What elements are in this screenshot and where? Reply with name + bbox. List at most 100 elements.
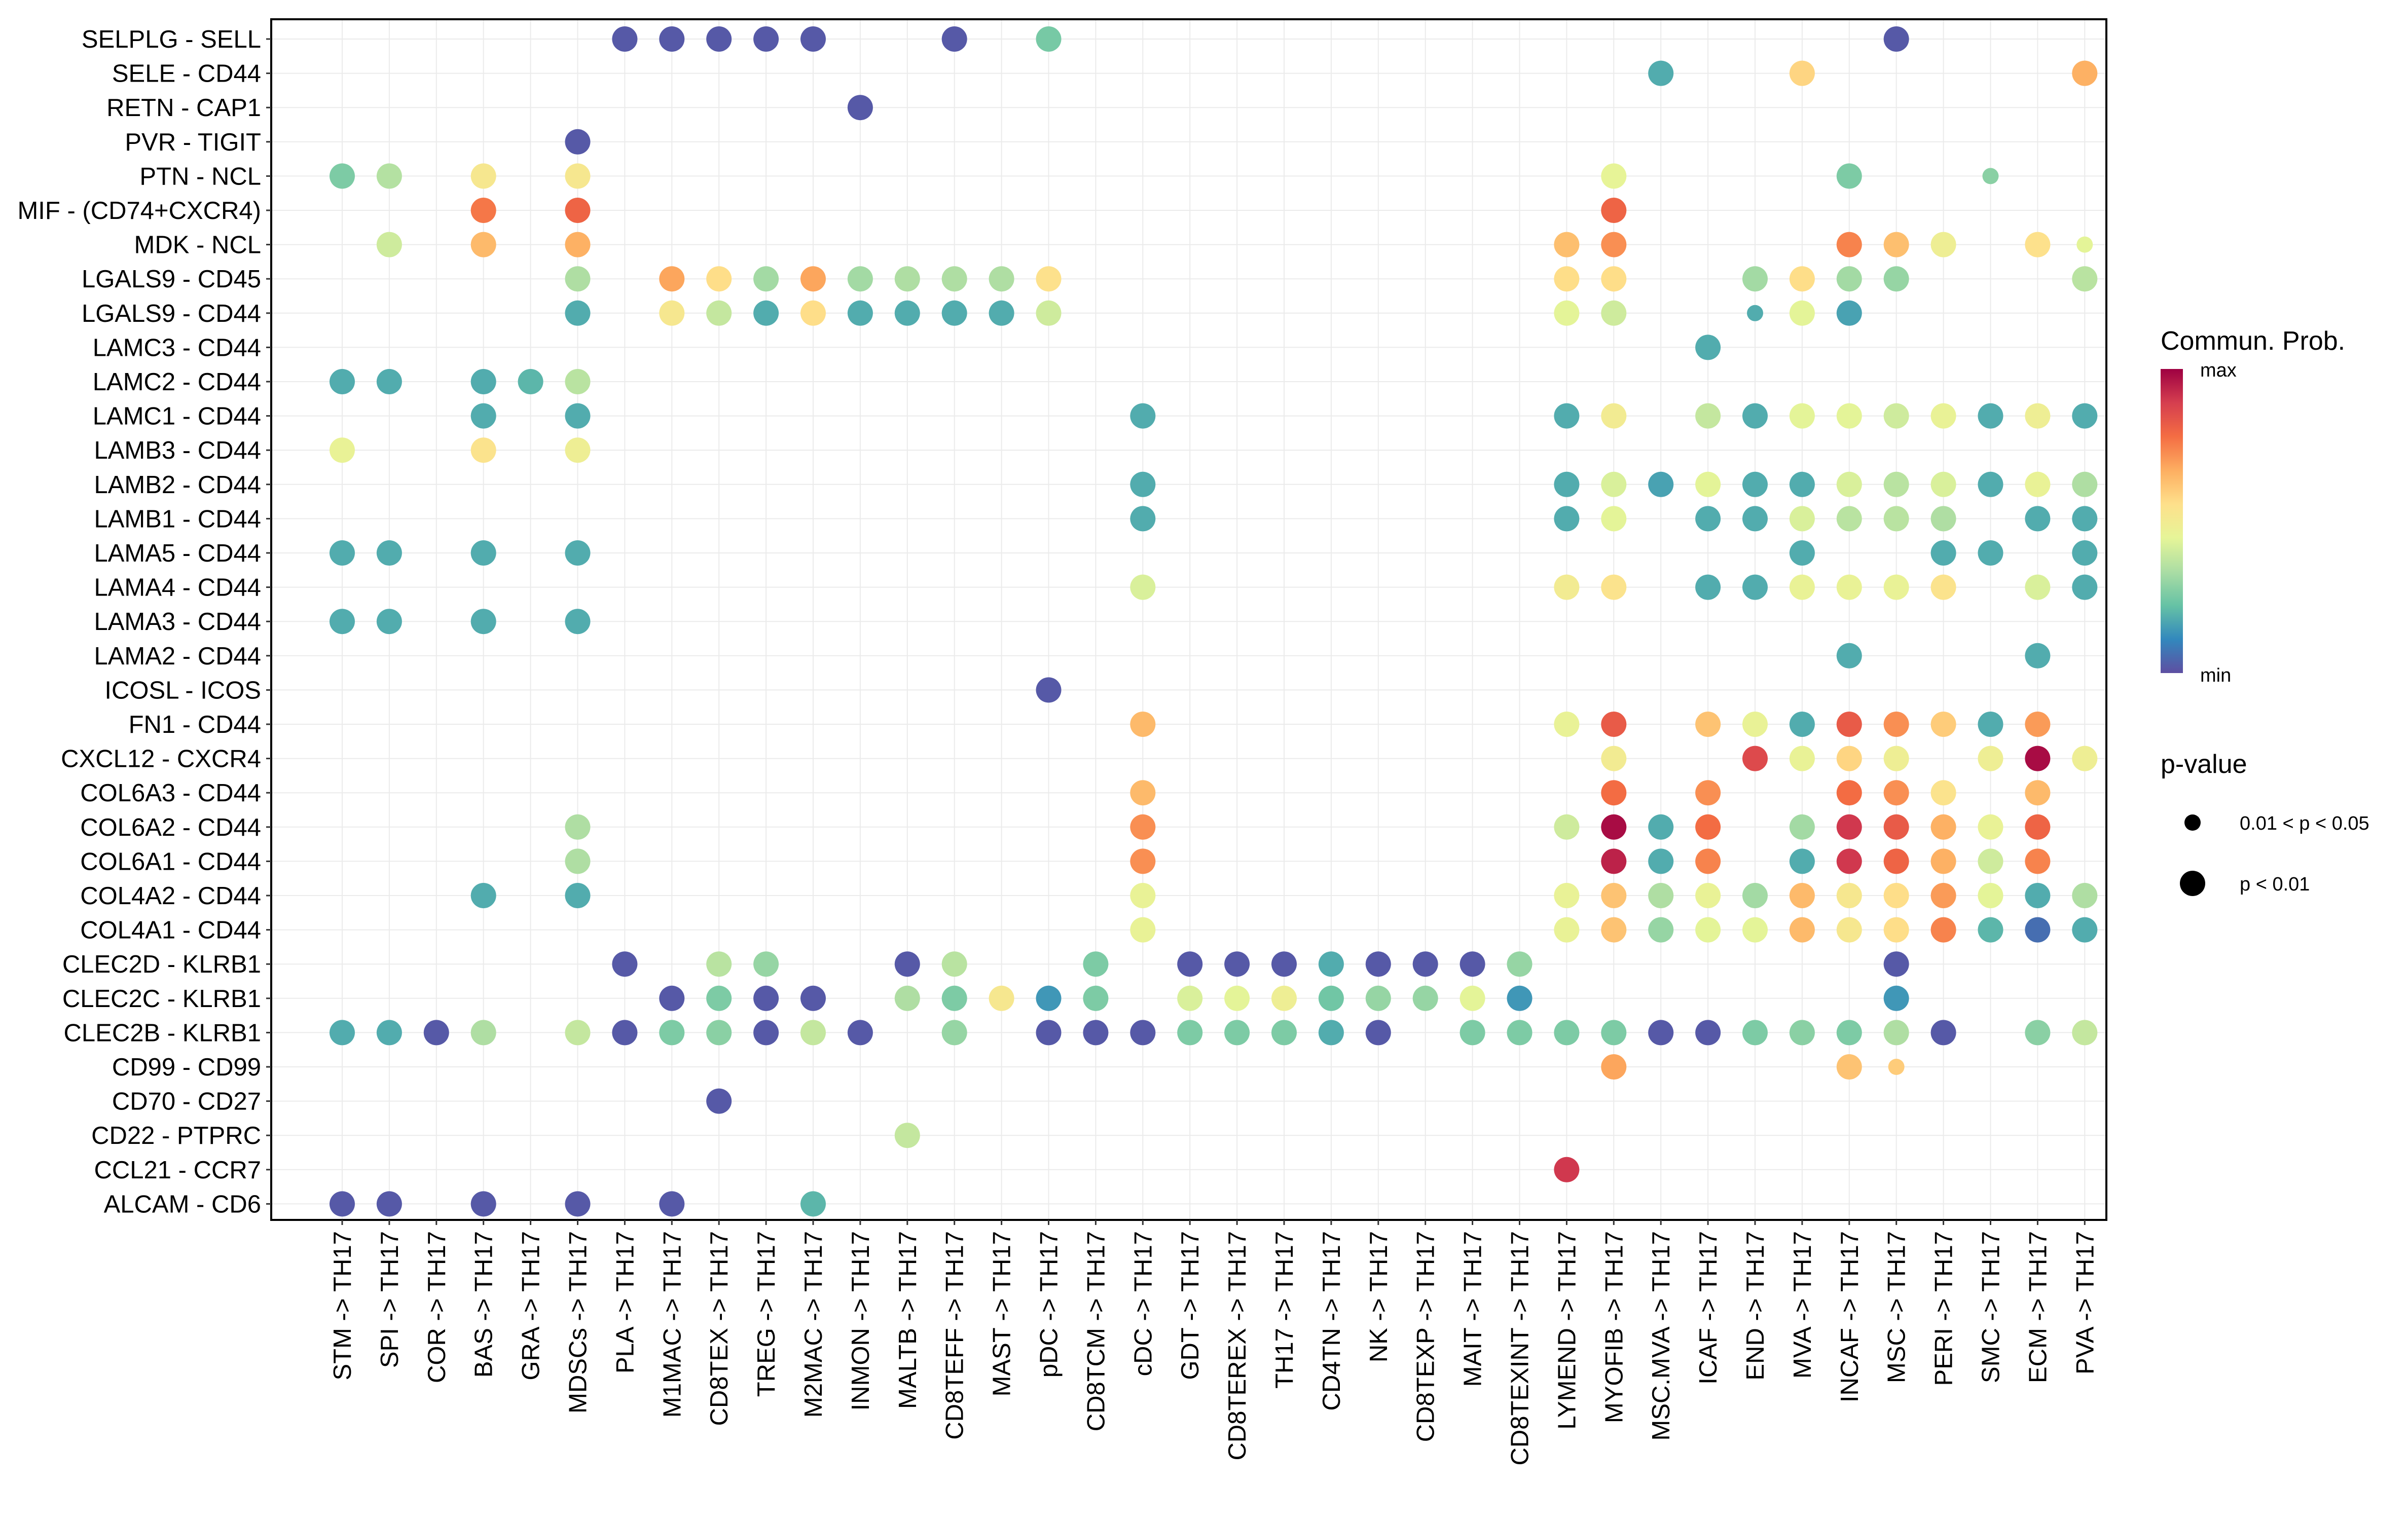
data-point [470, 198, 496, 223]
x-tick-label: ICAF -> TH17 [1695, 1231, 1722, 1385]
x-tick-label: END -> TH17 [1742, 1231, 1769, 1381]
x-tick-label: MSC.MVA -> TH17 [1648, 1231, 1675, 1440]
size-legend-large-label: p < 0.01 [2240, 874, 2310, 895]
data-point [1789, 471, 1815, 497]
color-legend-bar [2161, 369, 2183, 673]
data-point [706, 951, 732, 977]
y-tick-label: ALCAM - CD6 [104, 1191, 261, 1218]
data-point [1883, 780, 1909, 806]
data-point [706, 26, 732, 52]
data-point [470, 403, 496, 429]
data-point [1978, 917, 2003, 943]
data-point [470, 163, 496, 189]
data-point [1742, 712, 1768, 737]
data-point [565, 1191, 591, 1217]
data-point [1836, 643, 1862, 668]
data-point [1789, 1020, 1815, 1046]
data-point [1930, 506, 1956, 532]
data-point [1978, 712, 2003, 737]
data-point [1836, 266, 1862, 292]
data-point [330, 609, 355, 635]
data-points [330, 26, 2098, 1217]
data-point [376, 163, 402, 189]
x-tick-label: INCAF -> TH17 [1836, 1231, 1864, 1402]
data-point [753, 1020, 779, 1046]
data-point [1883, 985, 1909, 1011]
data-point [1836, 574, 1862, 600]
data-point [800, 1191, 826, 1217]
data-point [2072, 1020, 2098, 1046]
data-point [1836, 300, 1862, 326]
x-tick-label: GDT -> TH17 [1177, 1231, 1204, 1380]
data-point [1554, 814, 1580, 840]
data-point [2025, 780, 2051, 806]
y-tick-label: LGALS9 - CD44 [82, 300, 261, 327]
y-tick-label: LAMB1 - CD44 [94, 505, 261, 533]
data-point [1883, 506, 1909, 532]
data-point [470, 437, 496, 463]
data-point [1648, 60, 1674, 86]
data-point [376, 609, 402, 635]
data-point [1601, 266, 1627, 292]
data-point [470, 232, 496, 257]
color-legend-max-label: max [2200, 360, 2237, 381]
data-point [1648, 848, 1674, 874]
data-point [1883, 232, 1909, 257]
data-point [1695, 574, 1721, 600]
size-legend-small-label: 0.01 < p < 0.05 [2240, 813, 2369, 834]
data-point [1930, 471, 1956, 497]
data-point [1318, 985, 1344, 1011]
data-point [894, 951, 920, 977]
data-point [1695, 335, 1721, 360]
y-tick-label: PTN - NCL [139, 163, 261, 190]
data-point [565, 540, 591, 566]
data-point [1036, 677, 1062, 703]
data-point [2076, 236, 2093, 253]
data-point [565, 403, 591, 429]
data-point [1883, 26, 1909, 52]
data-point [1742, 471, 1768, 497]
data-point [2072, 746, 2098, 771]
x-tick-label: STM -> TH17 [329, 1231, 356, 1381]
data-point [1554, 712, 1580, 737]
data-point [659, 1020, 685, 1046]
data-point [1695, 780, 1721, 806]
y-tick-label: CCL21 - CCR7 [94, 1157, 261, 1184]
data-point [423, 1020, 449, 1046]
data-point [612, 26, 638, 52]
data-point [1554, 574, 1580, 600]
data-point [1130, 403, 1156, 429]
y-tick-label: COL6A2 - CD44 [80, 814, 261, 841]
data-point [1601, 506, 1627, 532]
size-legend-large-dot [2180, 871, 2205, 896]
data-point [941, 266, 967, 292]
x-tick-label: LYMEND -> TH17 [1553, 1231, 1581, 1430]
data-point [1554, 1157, 1580, 1182]
data-point [706, 300, 732, 326]
y-tick-label: CLEC2B - KLRB1 [64, 1019, 261, 1047]
data-point [330, 163, 355, 189]
data-point [941, 1020, 967, 1046]
data-point [1083, 951, 1109, 977]
data-point [565, 814, 591, 840]
data-point [1930, 232, 1956, 257]
data-point [330, 1191, 355, 1217]
data-point [1601, 163, 1627, 189]
x-tick-label: cDC -> TH17 [1129, 1231, 1157, 1376]
y-tick-label: COL6A1 - CD44 [80, 848, 261, 875]
data-point [1789, 746, 1815, 771]
data-point [1789, 574, 1815, 600]
data-point [941, 985, 967, 1011]
data-point [1460, 1020, 1485, 1046]
data-point [1648, 883, 1674, 908]
data-point [1836, 1054, 1862, 1080]
data-point [1789, 506, 1815, 532]
data-point [1742, 266, 1768, 292]
x-tick-label: CD8TEFF -> TH17 [941, 1231, 969, 1440]
data-point [1982, 168, 1999, 184]
data-point [1883, 574, 1909, 600]
data-point [1883, 814, 1909, 840]
data-point [1554, 232, 1580, 257]
data-point [1036, 1020, 1062, 1046]
data-point [1601, 1020, 1627, 1046]
